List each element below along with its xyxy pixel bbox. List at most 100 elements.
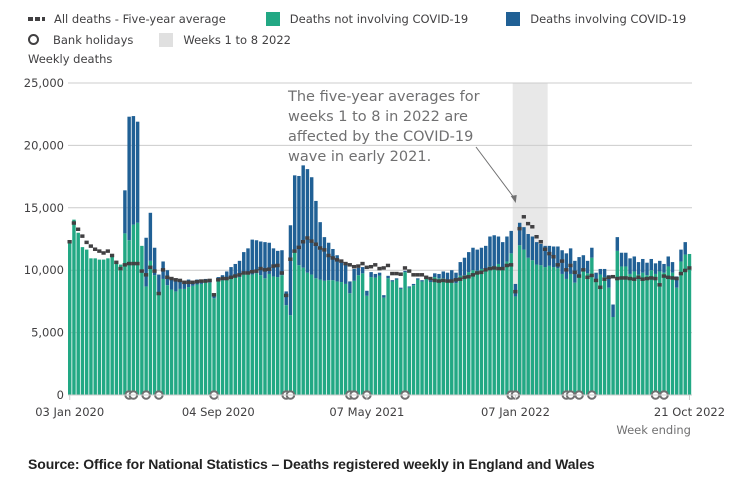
- bar-non-covid: [174, 291, 178, 395]
- bar-non-covid: [288, 315, 293, 395]
- bar-non-covid: [484, 270, 488, 395]
- bar-non-covid: [348, 293, 352, 395]
- bar-non-covid: [594, 280, 598, 395]
- bar-covid: [322, 237, 327, 281]
- bar-covid: [373, 273, 378, 278]
- bar-covid: [131, 116, 136, 225]
- bar-non-covid: [89, 258, 93, 395]
- bar-non-covid: [195, 284, 199, 395]
- five-year-average-mark: [182, 280, 187, 285]
- five-year-average-mark: [118, 266, 123, 271]
- bar-covid: [624, 252, 628, 267]
- bar-covid: [237, 260, 242, 278]
- bar-non-covid: [178, 288, 182, 395]
- bar-non-covid: [377, 275, 382, 395]
- bar-non-covid: [641, 272, 645, 395]
- bar-non-covid: [407, 287, 412, 395]
- bar-covid: [254, 240, 259, 274]
- bar-covid: [233, 263, 237, 277]
- five-year-average-mark: [364, 265, 369, 270]
- bar-non-covid: [237, 277, 242, 395]
- five-year-average-mark: [368, 264, 374, 269]
- bar-non-covid: [441, 278, 445, 395]
- five-year-average-mark: [317, 246, 323, 250]
- five-year-average-mark: [288, 257, 293, 261]
- bar-non-covid: [246, 274, 250, 395]
- five-year-average-mark: [483, 268, 488, 272]
- bar-non-covid: [373, 277, 378, 395]
- five-year-average-mark: [496, 266, 501, 271]
- bar-covid: [615, 237, 620, 251]
- bar-non-covid: [267, 273, 271, 395]
- five-year-average-mark: [84, 240, 89, 245]
- bar-covid: [641, 258, 645, 273]
- five-year-average-mark: [258, 266, 263, 271]
- five-year-average-mark: [458, 277, 463, 281]
- five-year-average-mark: [152, 269, 157, 273]
- bar-covid: [377, 272, 382, 276]
- bar-non-covid: [309, 274, 314, 395]
- bar-non-covid: [72, 219, 76, 395]
- bar-covid: [517, 222, 522, 246]
- five-year-average-mark: [275, 263, 280, 268]
- bar-non-covid: [513, 296, 518, 395]
- five-year-average-mark: [114, 260, 119, 265]
- five-year-average-mark: [101, 251, 106, 255]
- legend-row-1: All deaths - Five-year average Deaths no…: [28, 8, 706, 29]
- bar-covid: [407, 286, 412, 288]
- bar-non-covid: [131, 224, 136, 395]
- bar-non-covid: [182, 288, 187, 395]
- bar-non-covid: [615, 250, 620, 395]
- five-year-average-mark: [615, 276, 620, 281]
- bar-covid: [331, 248, 335, 281]
- bar-covid: [250, 239, 254, 275]
- five-year-average-mark: [508, 263, 514, 267]
- five-year-average-mark: [330, 256, 335, 260]
- bar-covid: [394, 278, 399, 280]
- five-year-average-mark: [670, 276, 675, 280]
- five-year-average-mark: [169, 276, 174, 281]
- bar-non-covid: [632, 271, 637, 395]
- bar-covid: [467, 252, 471, 273]
- bar-non-covid: [212, 298, 216, 395]
- bar-non-covid: [411, 285, 416, 395]
- bar-covid: [675, 276, 679, 288]
- bar-covid: [174, 280, 178, 292]
- five-year-average-mark: [216, 278, 221, 282]
- five-year-average-mark: [585, 275, 590, 280]
- five-year-average-mark: [233, 274, 238, 278]
- five-year-average-mark: [224, 276, 229, 281]
- annotation-arrowhead: [510, 195, 517, 203]
- five-year-average-mark: [636, 275, 641, 280]
- five-year-average-mark: [610, 274, 616, 279]
- bar-covid: [403, 270, 407, 273]
- five-year-average-mark: [126, 261, 132, 266]
- five-year-average-mark: [254, 269, 259, 273]
- annotation-arrow-line: [475, 146, 517, 201]
- five-year-average-mark: [296, 245, 301, 250]
- legend-label: Weeks 1 to 8 2022: [183, 32, 291, 47]
- bar-non-covid: [259, 275, 263, 395]
- bar-non-covid: [135, 222, 140, 395]
- bar-non-covid: [666, 266, 670, 395]
- five-year-average-mark: [525, 221, 531, 226]
- bar-non-covid: [369, 277, 373, 395]
- bar-covid: [292, 175, 297, 252]
- legend-item-five-year-average: All deaths - Five-year average: [28, 12, 226, 26]
- bar-non-covid: [318, 279, 322, 395]
- bar-covid: [479, 247, 484, 269]
- bar-covid: [496, 236, 501, 264]
- bar-covid: [348, 281, 352, 294]
- five-year-average-mark: [470, 273, 476, 277]
- legend: All deaths - Five-year average Deaths no…: [28, 8, 706, 50]
- five-year-average-mark: [373, 263, 378, 267]
- bar-non-covid: [683, 254, 687, 395]
- bar-covid: [488, 236, 492, 267]
- bar-covid: [645, 262, 649, 276]
- bar-non-covid: [458, 275, 462, 395]
- bar-non-covid: [658, 271, 662, 395]
- five-year-average-mark: [627, 276, 633, 281]
- five-year-average-mark: [424, 275, 429, 280]
- five-year-average-mark: [381, 266, 386, 270]
- five-year-average-mark: [343, 261, 348, 266]
